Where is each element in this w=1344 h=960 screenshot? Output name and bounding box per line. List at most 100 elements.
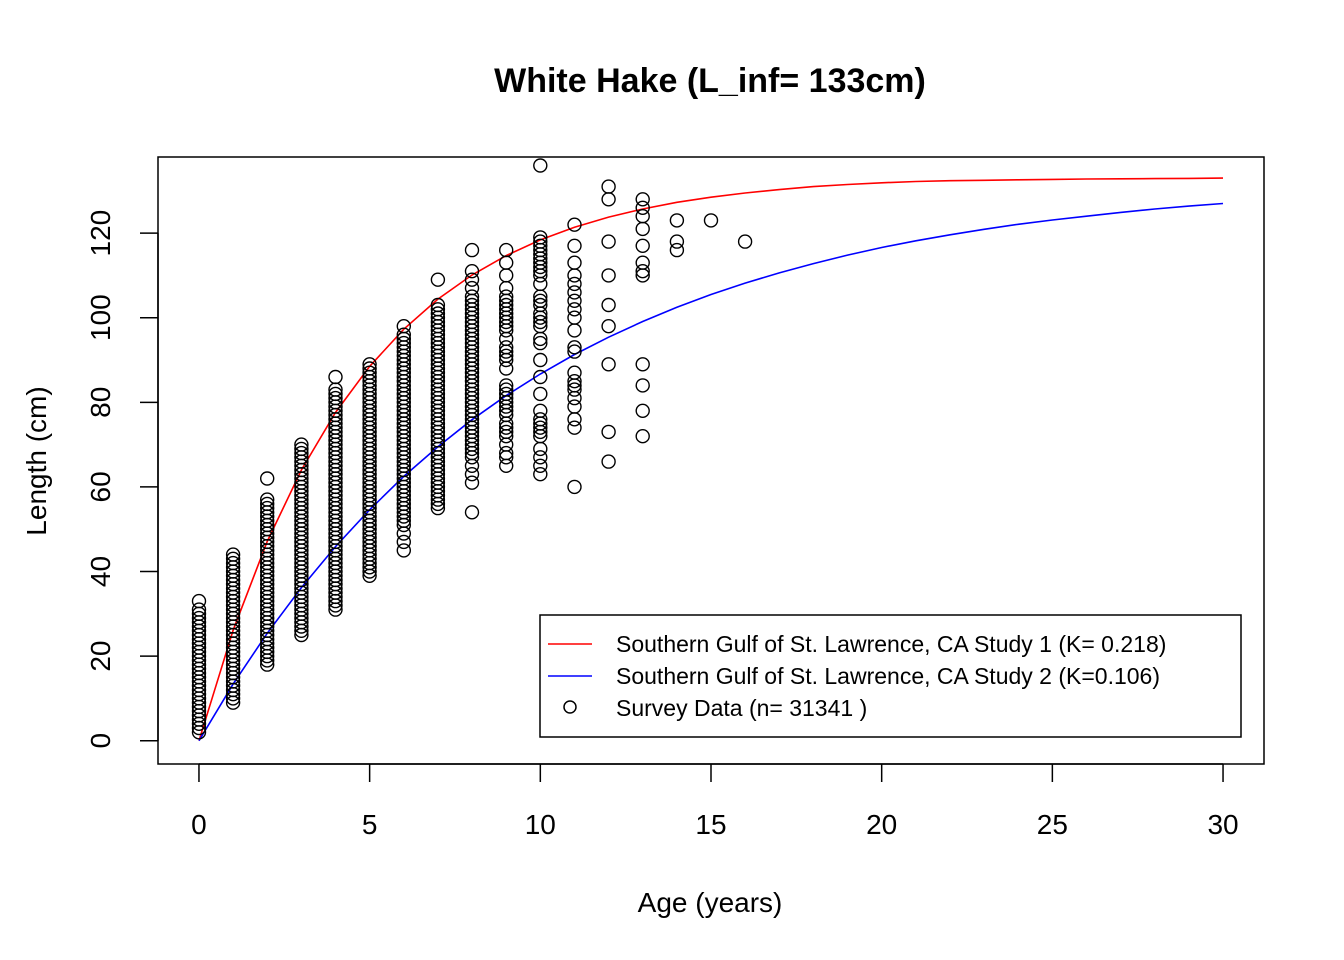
survey-point [635,238,650,254]
survey-point [703,213,719,228]
survey-point [499,340,514,355]
survey-point [328,369,343,385]
survey-point [567,340,582,355]
y-tick-label: 60 [85,471,116,502]
x-tick-label: 10 [525,809,556,840]
survey-point [533,467,548,482]
survey-point [533,335,548,351]
survey-point [396,327,411,342]
survey-point [635,255,650,270]
survey-point [499,382,514,397]
survey-point [567,238,582,254]
survey-point [567,217,582,232]
survey-point [533,158,548,173]
x-axis: 0 5 10 15 20 25 30 [191,763,1239,840]
survey-point [499,424,514,440]
survey-point [464,297,480,313]
y-axis: 0 20 40 60 80 100 120 [85,210,159,748]
survey-point [430,306,446,321]
survey-point [635,378,650,393]
y-tick-label: 40 [85,556,116,587]
survey-point [635,264,650,279]
x-tick-label: 15 [695,809,726,840]
survey-point [601,192,616,207]
survey-point [499,242,514,258]
y-axis-label: Length (cm) [21,386,52,535]
survey-point [294,441,309,457]
survey-point [533,297,548,313]
survey-point [499,289,514,304]
survey-point [533,412,548,427]
survey-point [533,293,548,308]
survey-point [669,242,685,258]
survey-point [635,403,650,418]
survey-point [464,264,480,279]
survey-point [567,268,582,283]
survey-point [260,492,275,507]
survey-point [396,543,411,558]
legend-label-study-2: Southern Gulf of St. Lawrence, CA Study … [616,663,1160,689]
survey-point [396,319,411,334]
survey-point [533,238,548,254]
y-tick-label: 120 [85,210,116,257]
survey-point [499,280,514,296]
survey-point [499,268,514,283]
survey-point [567,302,582,317]
survey-point [669,213,685,228]
x-tick-label: 30 [1207,809,1238,840]
x-tick-label: 25 [1037,809,1068,840]
survey-point [737,234,753,249]
survey-point [464,280,480,296]
survey-point [430,302,446,317]
survey-point [533,386,548,402]
survey-point [567,412,582,427]
survey-point [499,297,514,313]
x-tick-label: 5 [362,809,378,840]
survey-point [567,285,582,300]
survey-point [225,547,241,562]
survey-point [601,454,616,469]
survey-point [362,365,377,380]
y-tick-label: 100 [85,294,116,341]
legend-marker-survey [563,700,577,714]
survey-point [533,234,548,249]
survey-point [533,230,548,245]
survey-point [567,365,582,380]
survey-point [567,310,582,325]
survey-point [533,441,548,457]
survey-point [601,297,616,313]
survey-point [533,450,548,465]
survey-point [533,420,548,435]
survey-point [191,610,207,626]
survey-point [260,500,275,516]
x-tick-label: 20 [866,809,897,840]
survey-point [567,344,582,359]
survey-point [430,272,446,287]
survey-point [601,234,616,249]
survey-point [499,386,514,402]
survey-point [362,357,377,372]
survey-point [635,357,650,372]
survey-point [669,234,685,249]
survey-point [533,403,548,418]
survey-point [396,335,411,351]
survey-point [260,471,275,486]
survey-point [601,357,616,372]
survey-point [567,293,582,308]
survey-point [464,289,480,304]
survey-point [533,352,548,368]
survey-point [464,272,480,287]
survey-point [225,551,241,566]
survey-point [567,323,582,338]
x-tick-label: 0 [191,809,207,840]
survey-point [601,179,616,194]
survey-point [191,602,207,617]
survey-point [567,255,582,270]
survey-point [464,467,480,482]
legend-box [539,614,1242,738]
survey-point [601,424,616,440]
survey-point [464,475,480,490]
survey-point [260,496,275,512]
survey-point [567,382,582,397]
